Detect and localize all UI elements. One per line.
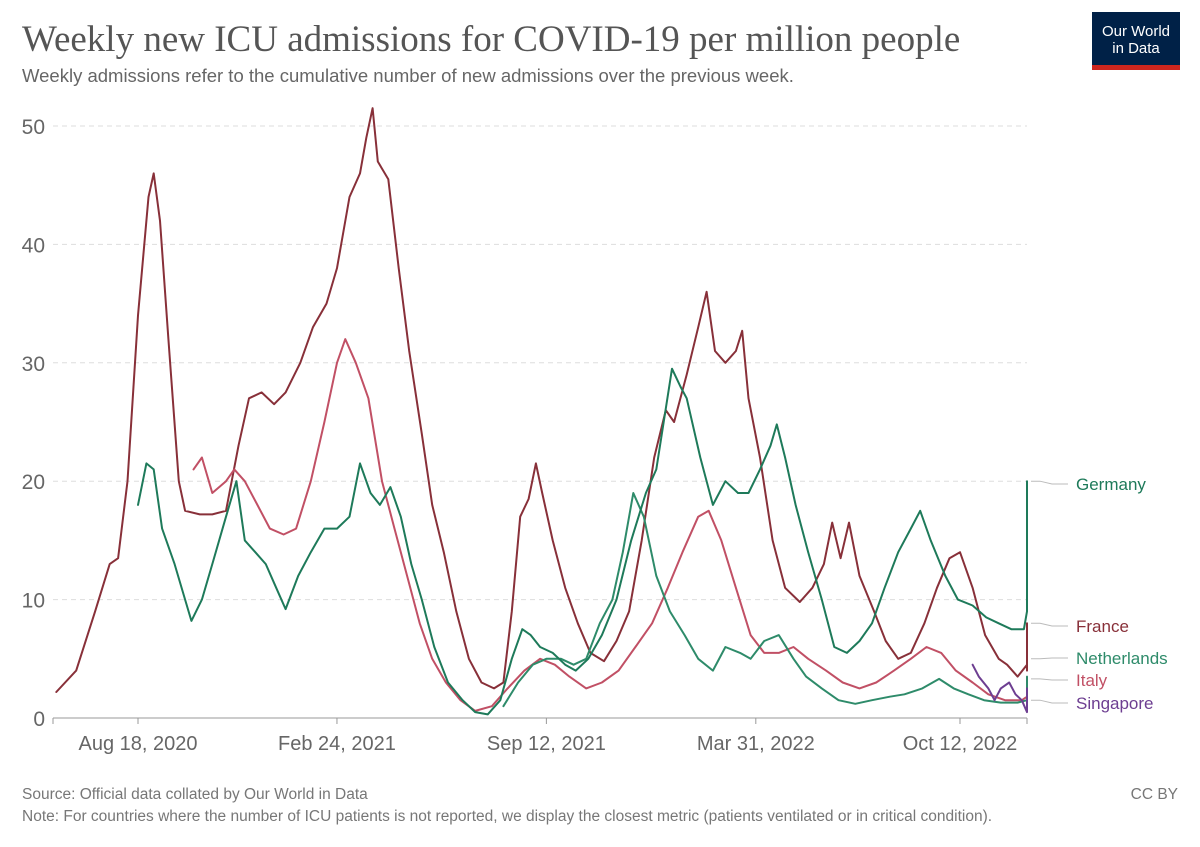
y-tick-label: 50 [22,116,45,139]
series-label-france: France [1076,617,1129,636]
x-tick-label: Sep 12, 2021 [487,733,606,755]
axis-layer: 0 10 20 30 40 50 Aug 18, 2020 Feb 24, 2021 Sep 1… [22,116,1028,755]
series-label-netherlands: Netherlands [1076,649,1168,668]
x-tick-label: Feb 24, 2021 [278,733,396,755]
license-link[interactable]: CC BY [1130,786,1178,803]
chart-subtitle: Weekly admissions refer to the cumulativ… [22,65,794,86]
series-line-netherlands [502,492,1028,708]
series-line-singapore [971,663,1028,714]
y-tick-label: 10 [22,590,45,613]
y-tick-label: 0 [33,708,45,731]
series-connector-italy [1031,678,1068,681]
series-connector-netherlands [1031,657,1068,660]
series-layer [55,107,1028,716]
logo-line-2: in Data [1112,40,1160,57]
series-connector-france [1031,622,1068,627]
source-text: Source: Official data collated by Our Wo… [22,786,368,803]
series-line-france [55,107,1028,693]
y-tick-label: 20 [22,471,45,494]
y-tick-label: 30 [22,353,45,376]
series-line-germany [137,367,1028,716]
x-tick-label: Aug 18, 2020 [79,733,198,755]
logo-line-1: Our World [1101,23,1171,40]
y-tick-label: 40 [22,234,45,257]
series-line-italy [192,338,1028,712]
grid-layer [53,125,1027,601]
series-connector-germany [1031,480,1068,485]
series-connector-singapore [1031,699,1068,704]
series-label-singapore: Singapore [1076,694,1154,713]
note-text: Note: For countries where the number of … [22,808,993,825]
owid-logo[interactable]: Our World in Data [1092,12,1180,70]
x-tick-label: Oct 12, 2022 [903,733,1018,755]
series-label-italy: Italy [1076,671,1108,690]
series-label-germany: Germany [1076,475,1146,494]
x-tick-label: Mar 31, 2022 [697,733,815,755]
chart-title: Weekly new ICU admissions for COVID-19 p… [22,19,961,60]
label-layer: France Germany Netherlands Italy Singapore [1031,475,1168,713]
